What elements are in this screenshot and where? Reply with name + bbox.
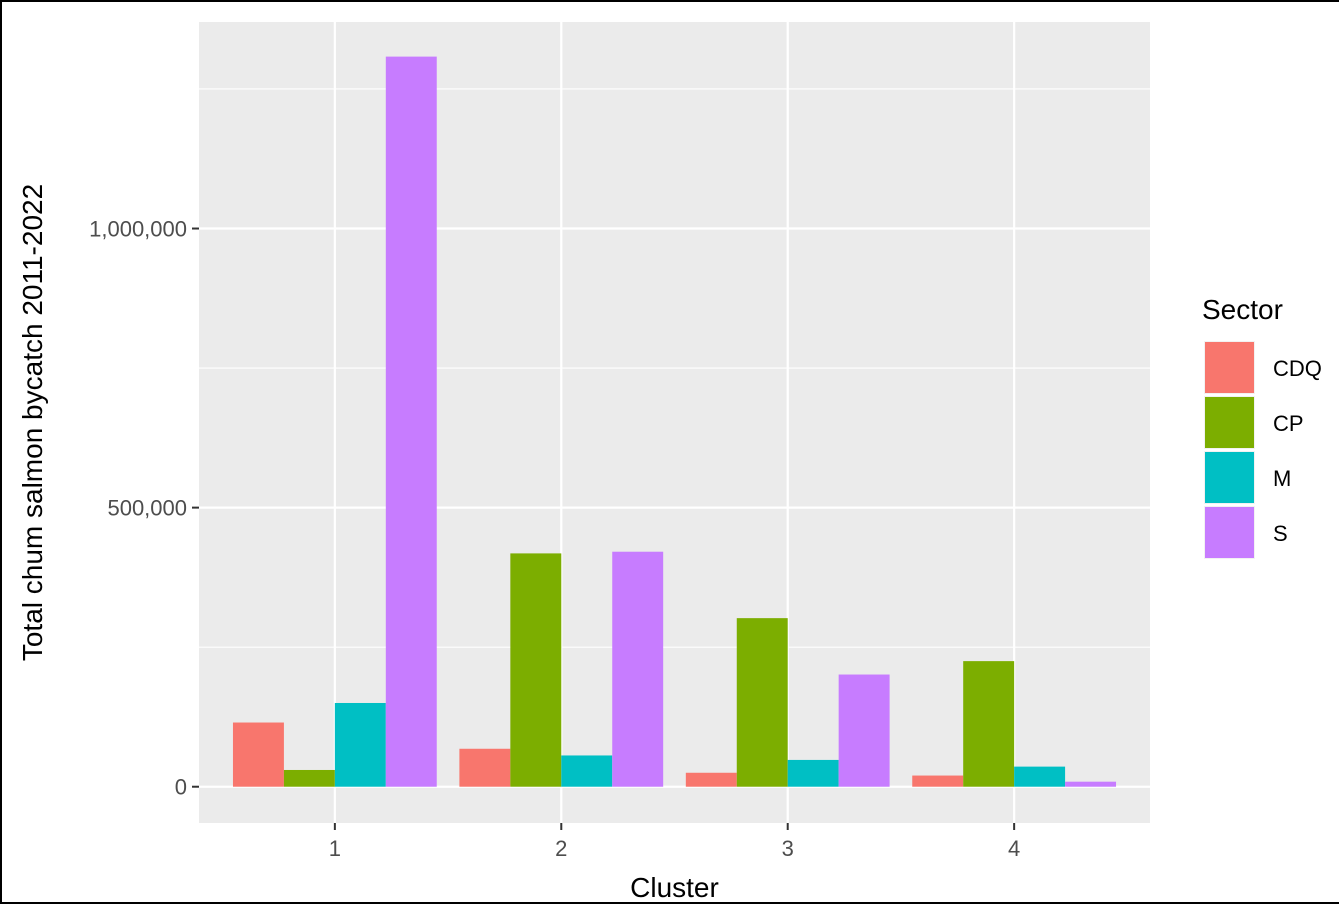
bars bbox=[232, 56, 1117, 787]
legend-key-m bbox=[1205, 452, 1254, 503]
legend-label-s: S bbox=[1273, 521, 1288, 546]
bar-cp-cluster-1 bbox=[283, 769, 335, 787]
bar-m-cluster-3 bbox=[787, 759, 839, 787]
bar-cp-cluster-3 bbox=[736, 618, 788, 787]
bar-m-cluster-1 bbox=[334, 702, 386, 787]
legend: Sector CDQ CP M S bbox=[1202, 294, 1322, 559]
bar-m-cluster-4 bbox=[1014, 766, 1066, 787]
legend-key-cdq bbox=[1205, 342, 1254, 393]
bar-m-cluster-2 bbox=[561, 755, 613, 787]
bar-s-cluster-1 bbox=[385, 56, 437, 787]
y-axis-title: Total chum salmon bycatch 2011-2022 bbox=[17, 184, 48, 661]
y-tick-label: 1,000,000 bbox=[89, 217, 187, 242]
legend-label-cdq: CDQ bbox=[1273, 356, 1322, 381]
x-tick-label: 1 bbox=[329, 836, 341, 861]
bar-cdq-cluster-1 bbox=[232, 722, 284, 787]
bar-cp-cluster-2 bbox=[510, 553, 562, 787]
bar-s-cluster-4 bbox=[1065, 781, 1117, 787]
y-axis: 0 500,000 1,000,000 bbox=[89, 217, 199, 800]
legend-label-cp: CP bbox=[1273, 411, 1304, 436]
bar-cp-cluster-4 bbox=[963, 661, 1015, 787]
y-tick-label: 0 bbox=[175, 775, 187, 800]
x-tick-label: 3 bbox=[782, 836, 794, 861]
bar-s-cluster-3 bbox=[838, 674, 890, 787]
x-axis: 1 2 3 4 bbox=[329, 823, 1020, 861]
bar-cdq-cluster-4 bbox=[912, 775, 964, 787]
legend-key-s bbox=[1205, 507, 1254, 558]
x-tick-label: 2 bbox=[555, 836, 567, 861]
bar-cdq-cluster-2 bbox=[459, 748, 511, 787]
x-tick-label: 4 bbox=[1008, 836, 1020, 861]
legend-label-m: M bbox=[1273, 466, 1291, 491]
legend-title: Sector bbox=[1202, 294, 1283, 325]
bar-cdq-cluster-3 bbox=[685, 772, 737, 787]
legend-key-cp bbox=[1205, 397, 1254, 448]
bar-s-cluster-2 bbox=[612, 551, 664, 787]
y-tick-label: 500,000 bbox=[107, 496, 187, 521]
x-axis-title: Cluster bbox=[630, 872, 719, 903]
